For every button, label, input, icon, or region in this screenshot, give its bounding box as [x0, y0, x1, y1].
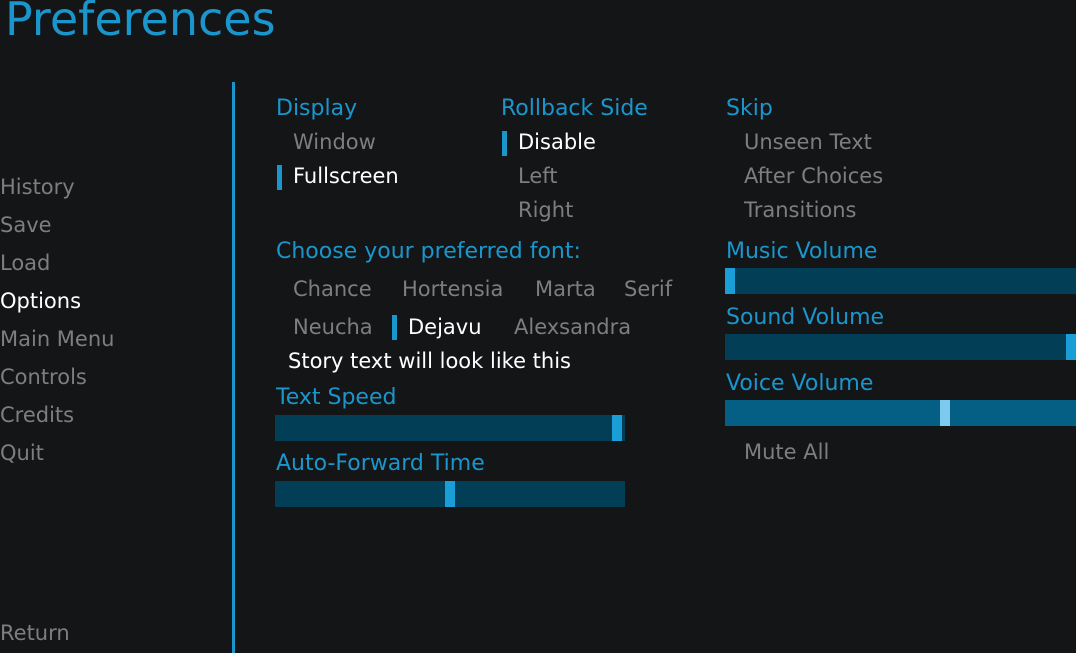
slider-thumb[interactable]	[445, 481, 455, 507]
nav-save[interactable]: Save	[0, 213, 52, 237]
skip-transitions[interactable]: Transitions	[744, 198, 857, 222]
font-serif[interactable]: Serif	[624, 277, 673, 301]
rollback-right[interactable]: Right	[518, 198, 574, 222]
voice-volume-label: Voice Volume	[726, 371, 874, 396]
skip-label: Skip	[726, 96, 773, 121]
text-speed-slider[interactable]	[275, 415, 625, 441]
font-alexsandra[interactable]: Alexsandra	[514, 315, 632, 339]
sound-volume-slider[interactable]	[725, 334, 1076, 360]
font-hortensia[interactable]: Hortensia	[402, 277, 504, 301]
rollback-left[interactable]: Left	[518, 164, 558, 188]
nav-load[interactable]: Load	[0, 251, 51, 275]
skip-unseen-text[interactable]: Unseen Text	[744, 130, 872, 154]
voice-volume-slider[interactable]	[725, 400, 1076, 426]
display-label: Display	[276, 96, 358, 121]
page-title: Preferences	[5, 0, 276, 46]
mute-all-button[interactable]: Mute All	[744, 440, 830, 464]
nav-return[interactable]: Return	[0, 621, 70, 645]
nav-history[interactable]: History	[0, 175, 75, 199]
music-volume-label: Music Volume	[726, 239, 878, 264]
nav-quit[interactable]: Quit	[0, 441, 44, 465]
font-label: Choose your preferred font:	[276, 239, 581, 264]
nav-options[interactable]: Options	[0, 289, 82, 313]
rollback-label: Rollback Side	[501, 96, 648, 121]
display-fullscreen[interactable]: Fullscreen	[293, 164, 399, 188]
skip-after-choices[interactable]: After Choices	[744, 164, 884, 188]
selected-marker	[277, 165, 282, 190]
nav-credits[interactable]: Credits	[0, 403, 75, 427]
selected-marker	[502, 131, 507, 156]
font-preview: Story text will look like this	[288, 349, 571, 373]
font-chance[interactable]: Chance	[293, 277, 372, 301]
auto-forward-slider[interactable]	[275, 481, 625, 507]
display-window[interactable]: Window	[293, 130, 376, 154]
slider-thumb[interactable]	[725, 268, 735, 294]
slider-thumb[interactable]	[1066, 334, 1076, 360]
slider-thumb[interactable]	[939, 400, 950, 426]
sound-volume-label: Sound Volume	[726, 305, 885, 330]
rollback-disable[interactable]: Disable	[518, 130, 596, 154]
auto-forward-label: Auto-Forward Time	[276, 451, 485, 476]
nav-controls[interactable]: Controls	[0, 365, 87, 389]
selected-marker	[392, 315, 397, 340]
divider	[232, 82, 235, 653]
font-neucha[interactable]: Neucha	[293, 315, 373, 339]
font-dejavu[interactable]: Dejavu	[408, 315, 482, 339]
font-marta[interactable]: Marta	[535, 277, 596, 301]
music-volume-slider[interactable]	[725, 268, 1076, 294]
nav-main-menu[interactable]: Main Menu	[0, 327, 115, 351]
text-speed-label: Text Speed	[276, 385, 397, 410]
slider-thumb[interactable]	[611, 415, 622, 441]
